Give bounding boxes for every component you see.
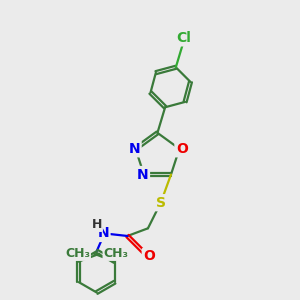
Text: O: O	[143, 250, 155, 263]
Text: N: N	[137, 167, 148, 182]
Text: S: S	[156, 196, 166, 210]
Text: CH₃: CH₃	[103, 247, 128, 260]
Text: N: N	[128, 142, 140, 156]
Text: O: O	[176, 142, 188, 156]
Text: Cl: Cl	[176, 31, 191, 45]
Text: CH₃: CH₃	[65, 247, 90, 260]
Text: N: N	[97, 226, 109, 240]
Text: H: H	[92, 218, 102, 231]
